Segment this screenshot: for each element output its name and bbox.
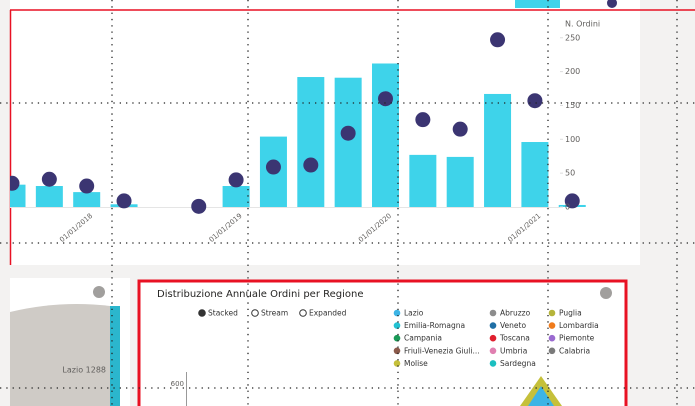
legend-label: Toscana	[499, 334, 530, 343]
y-tick-label: 150	[565, 101, 580, 110]
legend-marker	[489, 334, 497, 342]
y-tick-label: 50	[565, 169, 575, 178]
legend-label: Umbria	[500, 346, 527, 355]
legend-marker	[393, 347, 401, 355]
legend-label: Lazio	[404, 309, 424, 318]
legend-marker	[548, 334, 556, 342]
legend-marker	[548, 322, 556, 329]
dot	[452, 121, 468, 137]
combo-chart	[10, 32, 586, 214]
y-tick-label: 250	[565, 33, 580, 42]
legend-marker	[393, 334, 401, 342]
radio[interactable]	[299, 309, 307, 317]
legend-label: Abruzzo	[500, 309, 531, 318]
legend-marker	[489, 309, 497, 317]
dot	[10, 175, 20, 191]
dot	[303, 157, 319, 173]
legend-label: Sardegna	[500, 359, 536, 368]
bar	[521, 142, 549, 207]
dot	[265, 159, 281, 175]
legend-marker	[393, 360, 401, 367]
dot	[228, 172, 244, 188]
radio-selected[interactable]	[198, 309, 206, 317]
dot	[564, 193, 580, 209]
legend-marker	[393, 322, 401, 329]
bar	[446, 156, 474, 207]
area-shape	[10, 304, 110, 406]
bar	[73, 192, 101, 207]
bar	[110, 306, 120, 406]
filter-icon	[93, 286, 105, 298]
y-tick-label: 600	[171, 380, 184, 388]
radio-label: Stream	[261, 309, 288, 318]
dot	[490, 32, 506, 48]
radio-label: Expanded	[309, 309, 347, 318]
legend-swatch	[607, 0, 617, 8]
legend-marker	[548, 309, 556, 317]
legend-marker	[489, 322, 497, 329]
y-axis-title: N. Ordini	[565, 20, 600, 29]
dot	[340, 125, 356, 141]
legend-marker	[548, 347, 556, 355]
bar	[372, 63, 399, 207]
legend-swatch	[515, 0, 560, 8]
dot	[415, 112, 431, 128]
bar	[297, 77, 325, 208]
area-shape	[528, 386, 554, 406]
legend-label: Piemonte	[559, 334, 595, 343]
dot	[79, 178, 95, 194]
legend-label: Puglia	[559, 309, 582, 318]
legend-label: Emilia-Romagna	[404, 321, 465, 330]
card-title: Distribuzione Annuale Ordini per Regione	[157, 289, 364, 300]
filter-icon	[600, 287, 612, 299]
legend-label: Lombardia	[559, 321, 599, 330]
bar	[222, 186, 250, 207]
y-tick-label: 0	[565, 203, 570, 212]
legend-label: Friuli-Venezia Giuli...	[404, 346, 480, 355]
y-tick-label: 100	[565, 135, 580, 144]
bar	[334, 77, 362, 207]
area-label: Lazio 1288	[62, 366, 106, 375]
y-tick-label: 200	[565, 67, 580, 76]
dot	[378, 91, 393, 107]
region-content: Stacked Stream Expanded Lazio Emilia-Romagna…	[171, 309, 599, 389]
legend-label: Campania	[404, 334, 442, 343]
radio-label: Stacked	[208, 309, 238, 318]
radio[interactable]	[251, 309, 259, 317]
dot	[191, 198, 207, 214]
bar	[409, 154, 437, 207]
dot	[41, 171, 57, 187]
top-panel	[10, 0, 640, 265]
legend-label: Calabria	[559, 346, 590, 355]
legend-marker	[489, 347, 497, 355]
legend-label: Veneto	[500, 321, 526, 330]
legend-marker	[393, 309, 401, 317]
bar	[35, 186, 63, 207]
bar	[484, 93, 512, 207]
legend-marker	[489, 360, 497, 367]
dot	[527, 93, 543, 109]
legend-label: Molise	[404, 359, 428, 368]
dot	[116, 193, 132, 209]
